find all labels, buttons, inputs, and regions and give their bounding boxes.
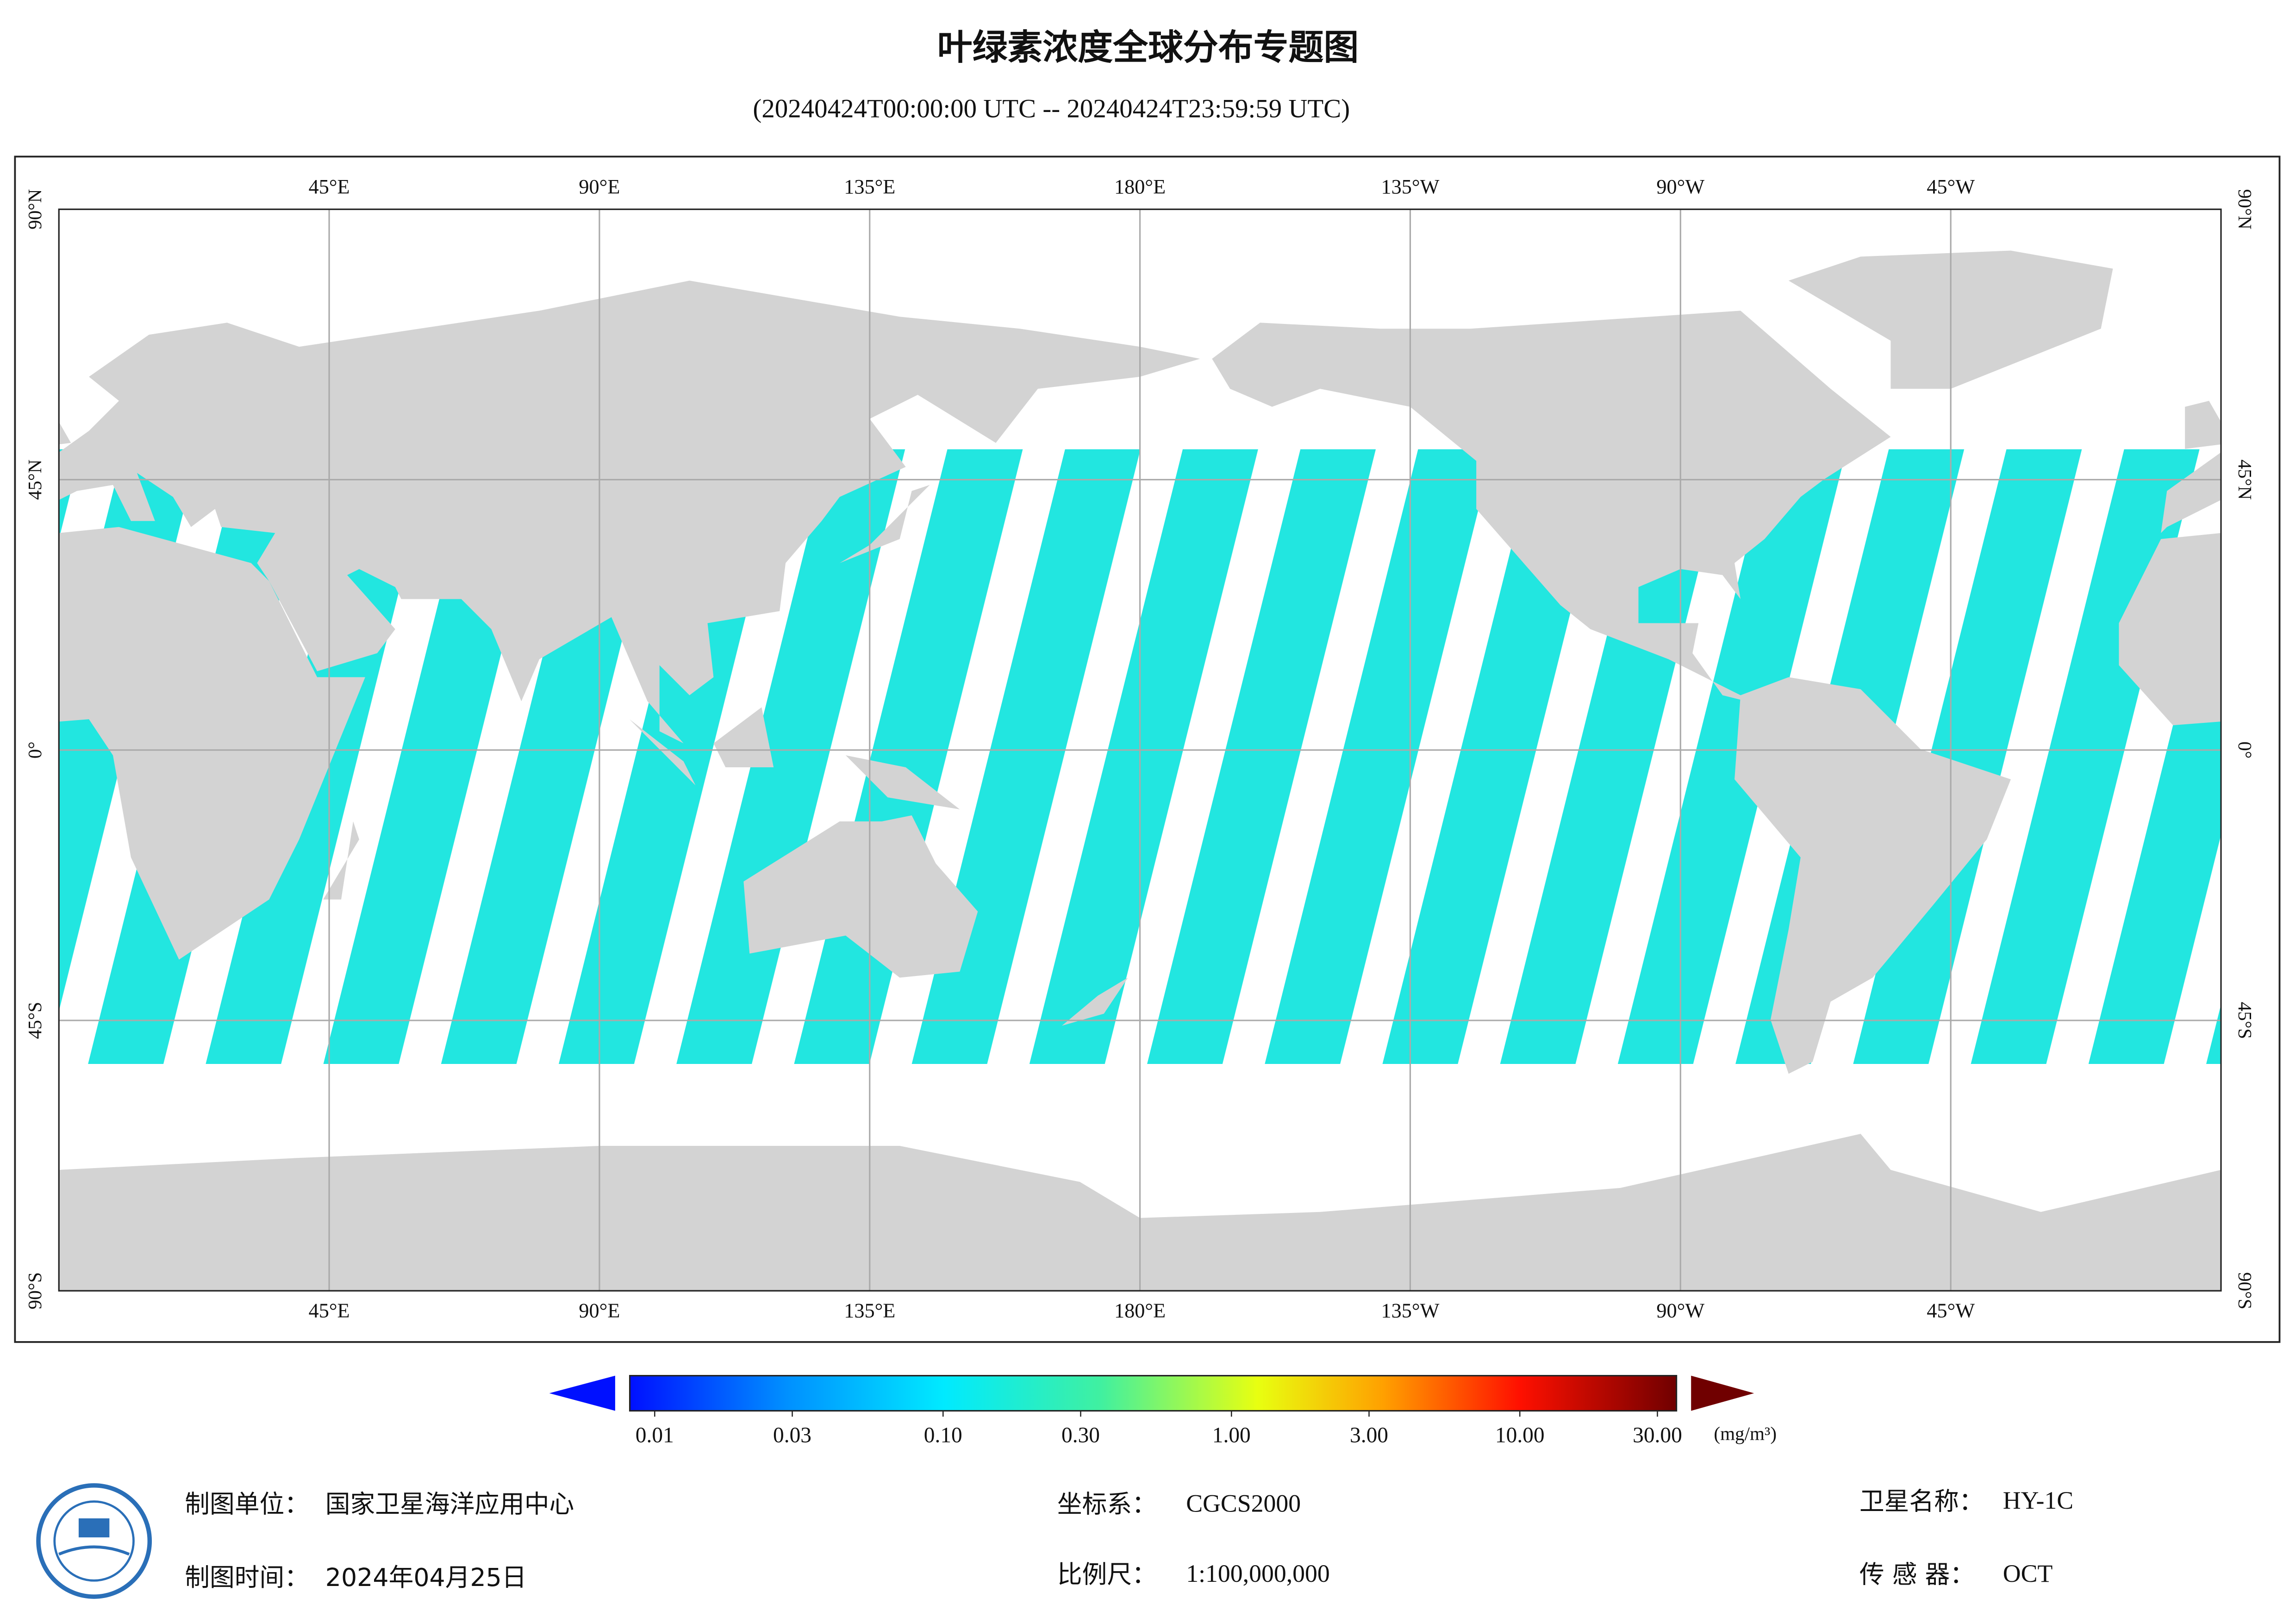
- lat-label: 90°N: [2234, 189, 2256, 230]
- lat-label: 90°S: [2234, 1272, 2256, 1309]
- lat-label: 45°S: [24, 1002, 45, 1039]
- footer-label: 制图时间：: [185, 1563, 309, 1592]
- colorbar-tick-label: 0.30: [1061, 1423, 1100, 1447]
- footer-label: 坐标系：: [1057, 1490, 1157, 1519]
- footer-value: OCT: [2003, 1560, 2053, 1587]
- lon-label: 135°W: [1381, 175, 1440, 198]
- lon-label: 135°E: [844, 1300, 895, 1322]
- lon-label: 45°W: [1927, 1300, 1975, 1322]
- lon-label: 90°W: [1656, 1300, 1704, 1322]
- logo: [36, 1483, 152, 1599]
- footer-value: 国家卫星海洋应用中心: [325, 1490, 574, 1519]
- footer-value: 1:100,000,000: [1186, 1560, 1330, 1587]
- lat-label: 0°: [24, 741, 45, 759]
- lat-label: 45°N: [24, 460, 45, 500]
- lon-label: 90°E: [579, 1300, 620, 1322]
- colorbar-unit: (mg/m³): [1714, 1423, 1777, 1445]
- lon-label: 90°E: [579, 175, 620, 198]
- lat-label: 45°S: [2234, 1002, 2256, 1039]
- lon-label: 135°E: [844, 175, 895, 198]
- lon-label: 135°W: [1381, 1300, 1440, 1322]
- map-border: [58, 208, 2222, 1292]
- colorbar: [629, 1374, 1678, 1412]
- footer-label: 卫星名称：: [1859, 1486, 1984, 1516]
- colorbar-tick-label: 0.10: [924, 1423, 962, 1447]
- colorbar-tick-label: 1.00: [1212, 1423, 1251, 1447]
- lat-label: 0°: [2234, 741, 2256, 759]
- map-frame: [14, 155, 2281, 1343]
- map: [59, 209, 2221, 1291]
- footer-value: 2024年04月25日: [325, 1563, 527, 1592]
- lat-label: 45°N: [2234, 460, 2256, 500]
- footer-label: 制图单位：: [185, 1490, 309, 1519]
- colorbar-tick-label: 10.00: [1495, 1423, 1545, 1447]
- lon-label: 90°W: [1656, 175, 1704, 198]
- lon-label: 45°E: [309, 175, 350, 198]
- footer-label: 比例尺：: [1057, 1560, 1157, 1589]
- lat-label: 90°N: [24, 189, 45, 230]
- lat-label: 90°S: [24, 1272, 45, 1309]
- colorbar-tick-label: 0.03: [773, 1423, 811, 1447]
- footer-value: CGCS2000: [1186, 1489, 1301, 1517]
- lon-label: 180°E: [1114, 1300, 1166, 1322]
- lon-label: 45°E: [309, 1300, 350, 1322]
- footer-value: HY-1C: [2003, 1486, 2073, 1514]
- title: 叶绿素浓度全球分布专题图: [937, 27, 1359, 68]
- colorbar-tick-label: 3.00: [1350, 1423, 1388, 1447]
- lon-label: 180°E: [1114, 175, 1166, 198]
- colorbar-low-arrow: [549, 1375, 615, 1411]
- lon-label: 45°W: [1927, 175, 1975, 198]
- footer-label: 传 感 器：: [1859, 1560, 1975, 1589]
- subtitle: (20240424T00:00:00 UTC -- 20240424T23:59…: [753, 94, 1350, 123]
- colorbar-high-arrow: [1691, 1375, 1754, 1411]
- colorbar-tick-label: 0.01: [636, 1423, 674, 1447]
- colorbar-tick-label: 30.00: [1633, 1423, 1682, 1447]
